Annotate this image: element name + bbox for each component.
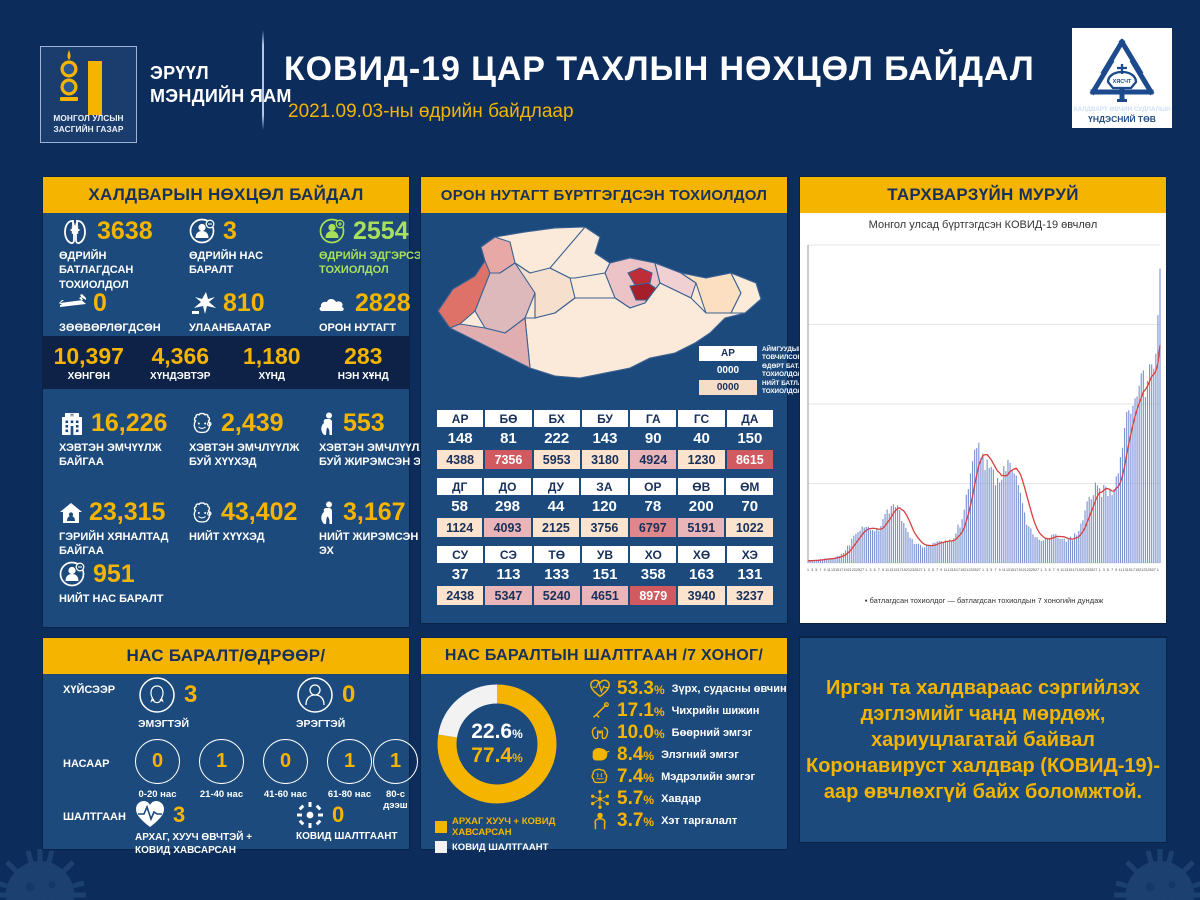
svg-text:7: 7	[878, 568, 880, 572]
svg-text:3: 3	[869, 568, 871, 572]
svg-text:27: 27	[1035, 568, 1039, 572]
svg-text:ХЯСЧТ: ХЯСЧТ	[1113, 79, 1132, 85]
svg-text:77.4%: 77.4%	[471, 744, 523, 767]
svg-text:9: 9	[1057, 568, 1059, 572]
svg-text:1: 1	[982, 568, 984, 572]
svg-text:3: 3	[811, 568, 813, 572]
svg-text:22.6%: 22.6%	[471, 720, 523, 743]
svg-text:27: 27	[860, 568, 864, 572]
svg-text:7: 7	[1111, 568, 1113, 572]
svg-text:1: 1	[865, 568, 867, 572]
svg-text:9: 9	[1115, 568, 1117, 572]
svg-text:27: 27	[1152, 568, 1156, 572]
svg-text:1: 1	[1040, 568, 1042, 572]
svg-text:7: 7	[936, 568, 938, 572]
svg-text:9: 9	[824, 568, 826, 572]
svg-text:1: 1	[1157, 568, 1159, 572]
svg-text:5: 5	[990, 568, 992, 572]
svg-text:5: 5	[815, 568, 817, 572]
svg-text:27: 27	[977, 568, 981, 572]
svg-text:3: 3	[986, 568, 988, 572]
svg-text:3: 3	[928, 568, 930, 572]
svg-text:9: 9	[882, 568, 884, 572]
svg-text:1: 1	[807, 568, 809, 572]
svg-text:27: 27	[1093, 568, 1097, 572]
svg-text:7: 7	[819, 568, 821, 572]
svg-text:1: 1	[924, 568, 926, 572]
svg-text:7: 7	[1053, 568, 1055, 572]
svg-text:1: 1	[1099, 568, 1101, 572]
svg-text:▪ батлагдсан тохиолдог — батл: ▪ батлагдсан тохиолдог — батлагдсан тохи…	[865, 596, 1104, 605]
svg-text:H: H	[70, 412, 73, 417]
svg-text:9: 9	[940, 568, 942, 572]
svg-text:7: 7	[994, 568, 996, 572]
svg-text:3: 3	[1044, 568, 1046, 572]
svg-text:27: 27	[918, 568, 922, 572]
svg-text:5: 5	[1107, 568, 1109, 572]
svg-text:9: 9	[999, 568, 1001, 572]
svg-text:5: 5	[874, 568, 876, 572]
svg-text:3: 3	[1103, 568, 1105, 572]
svg-text:5: 5	[1049, 568, 1051, 572]
svg-text:5: 5	[932, 568, 934, 572]
